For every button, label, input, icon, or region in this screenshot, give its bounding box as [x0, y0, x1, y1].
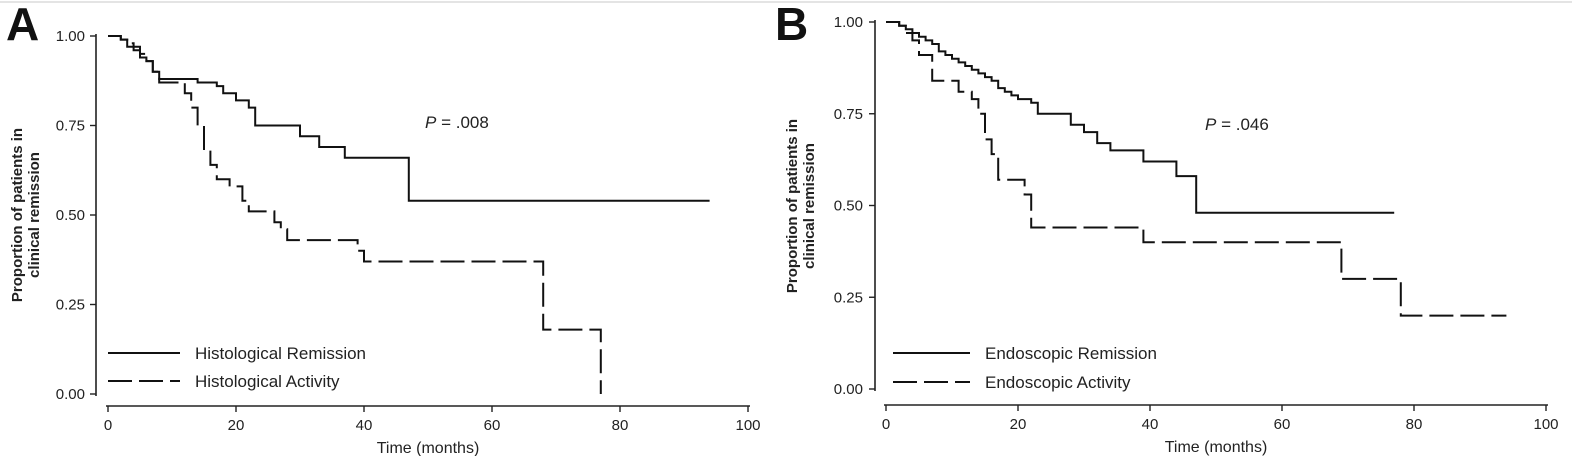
x-tick-label: 20	[228, 417, 245, 434]
x-tick-label: 100	[1533, 416, 1558, 433]
y-axis-title-line: clinical remission	[26, 152, 43, 278]
y-axis-title: Proportion of patients inclinical remiss…	[9, 128, 43, 302]
y-tick-label: 0.25	[56, 297, 85, 314]
y-axis-title-line: clinical remission	[801, 143, 818, 269]
x-axis-title: Time (months)	[377, 440, 480, 456]
x-tick-label: 80	[612, 417, 629, 434]
p-value-italic: P	[1205, 115, 1217, 134]
series-curve-activity	[108, 35, 602, 394]
p-value-italic: P	[425, 113, 437, 132]
y-tick-label: 0.75	[834, 106, 863, 123]
legend-label: Endoscopic Activity	[985, 373, 1131, 392]
legend-label: Histological Remission	[195, 344, 366, 363]
legend-label: Histological Activity	[195, 372, 340, 391]
panel-label: A	[6, 0, 39, 50]
x-tick-label: 0	[882, 416, 890, 433]
y-axis-title-line: Proportion of patients in	[784, 119, 801, 293]
series-curve-activity	[886, 21, 1507, 317]
y-tick-label: 0.50	[56, 207, 85, 224]
x-tick-label: 0	[104, 417, 112, 434]
panel-label: B	[775, 0, 808, 50]
y-tick-label: 1.00	[56, 28, 85, 45]
y-tick-label: 1.00	[834, 14, 863, 31]
x-axis-title: Time (months)	[1165, 439, 1268, 456]
p-value-text: = .008	[436, 113, 488, 132]
x-tick-label: 40	[1142, 416, 1159, 433]
y-tick-label: 0.75	[56, 118, 85, 135]
p-value-annotation: P = .046	[1205, 115, 1269, 134]
x-tick-label: 60	[1274, 416, 1291, 433]
x-tick-label: 100	[735, 417, 760, 434]
series-curve-remission	[108, 35, 710, 202]
legend-label: Endoscopic Remission	[985, 344, 1157, 363]
y-tick-label: 0.00	[834, 381, 863, 398]
y-tick-label: 0.00	[56, 386, 85, 403]
x-tick-label: 20	[1010, 416, 1027, 433]
y-axis-title-line: Proportion of patients in	[9, 128, 26, 302]
series-curve-remission	[886, 21, 1395, 214]
p-value-annotation: P = .008	[425, 113, 489, 132]
y-axis-title: Proportion of patients inclinical remiss…	[784, 119, 818, 293]
p-value-text: = .046	[1216, 115, 1268, 134]
x-tick-label: 60	[484, 417, 501, 434]
y-tick-label: 0.25	[834, 289, 863, 306]
y-tick-label: 0.50	[834, 198, 863, 215]
panel-a: A 0.00 0.25 0.50 0.75 1.00 0 20 40 60 80 100 Time (m…	[6, 0, 761, 456]
x-tick-label: 40	[356, 417, 373, 434]
x-tick-label: 80	[1406, 416, 1423, 433]
panel-b: B 0.00 0.25 0.50 0.75 1.00 0 20 40 60 80 100 Time (m…	[775, 0, 1559, 456]
